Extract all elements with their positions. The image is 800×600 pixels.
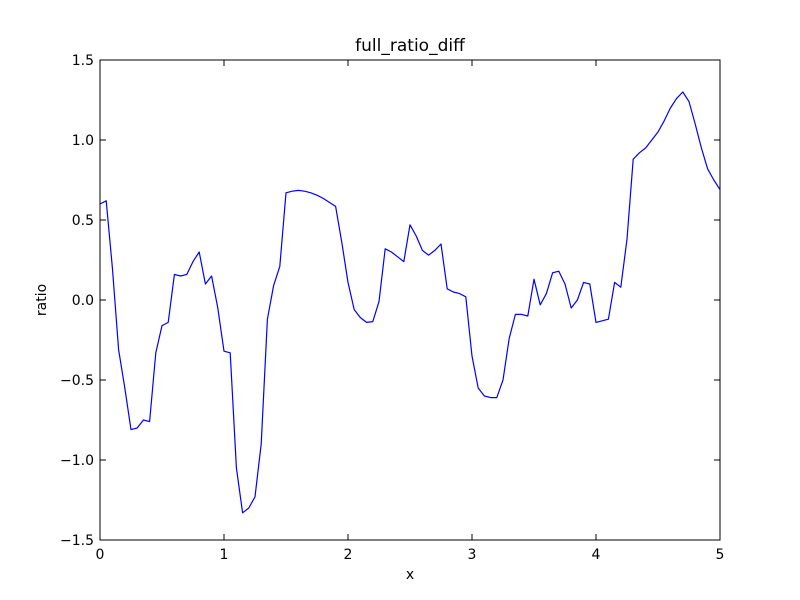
y-tick-label: 0.0 <box>72 293 94 309</box>
chart-title: full_ratio_diff <box>355 36 466 56</box>
series-line-0 <box>99 91 721 514</box>
series-layer <box>99 91 721 514</box>
y-tick-label: 0.5 <box>72 213 94 229</box>
y-tick-label: −1.0 <box>60 453 94 469</box>
y-axis-ticks: −1.5 −1.0 −0.5 0.0 0.5 1.0 1.5 <box>60 53 720 549</box>
y-tick-label: 1.0 <box>72 133 94 149</box>
x-axis-ticks: 0 1 2 3 4 5 <box>96 60 725 563</box>
x-tick-label: 1 <box>220 547 229 563</box>
x-tick-label: 3 <box>468 547 477 563</box>
x-tick-label: 2 <box>344 547 353 563</box>
plot-background <box>100 60 720 540</box>
y-tick-label: −0.5 <box>60 373 94 389</box>
x-tick-label: 0 <box>96 547 105 563</box>
x-tick-label: 4 <box>592 547 601 563</box>
x-tick-label: 5 <box>716 547 725 563</box>
y-tick-label: 1.5 <box>72 53 94 69</box>
plot-area <box>99 59 721 541</box>
x-axis-label: x <box>406 567 414 583</box>
y-tick-label: −1.5 <box>60 533 94 549</box>
y-axis-label: ratio <box>34 284 50 316</box>
